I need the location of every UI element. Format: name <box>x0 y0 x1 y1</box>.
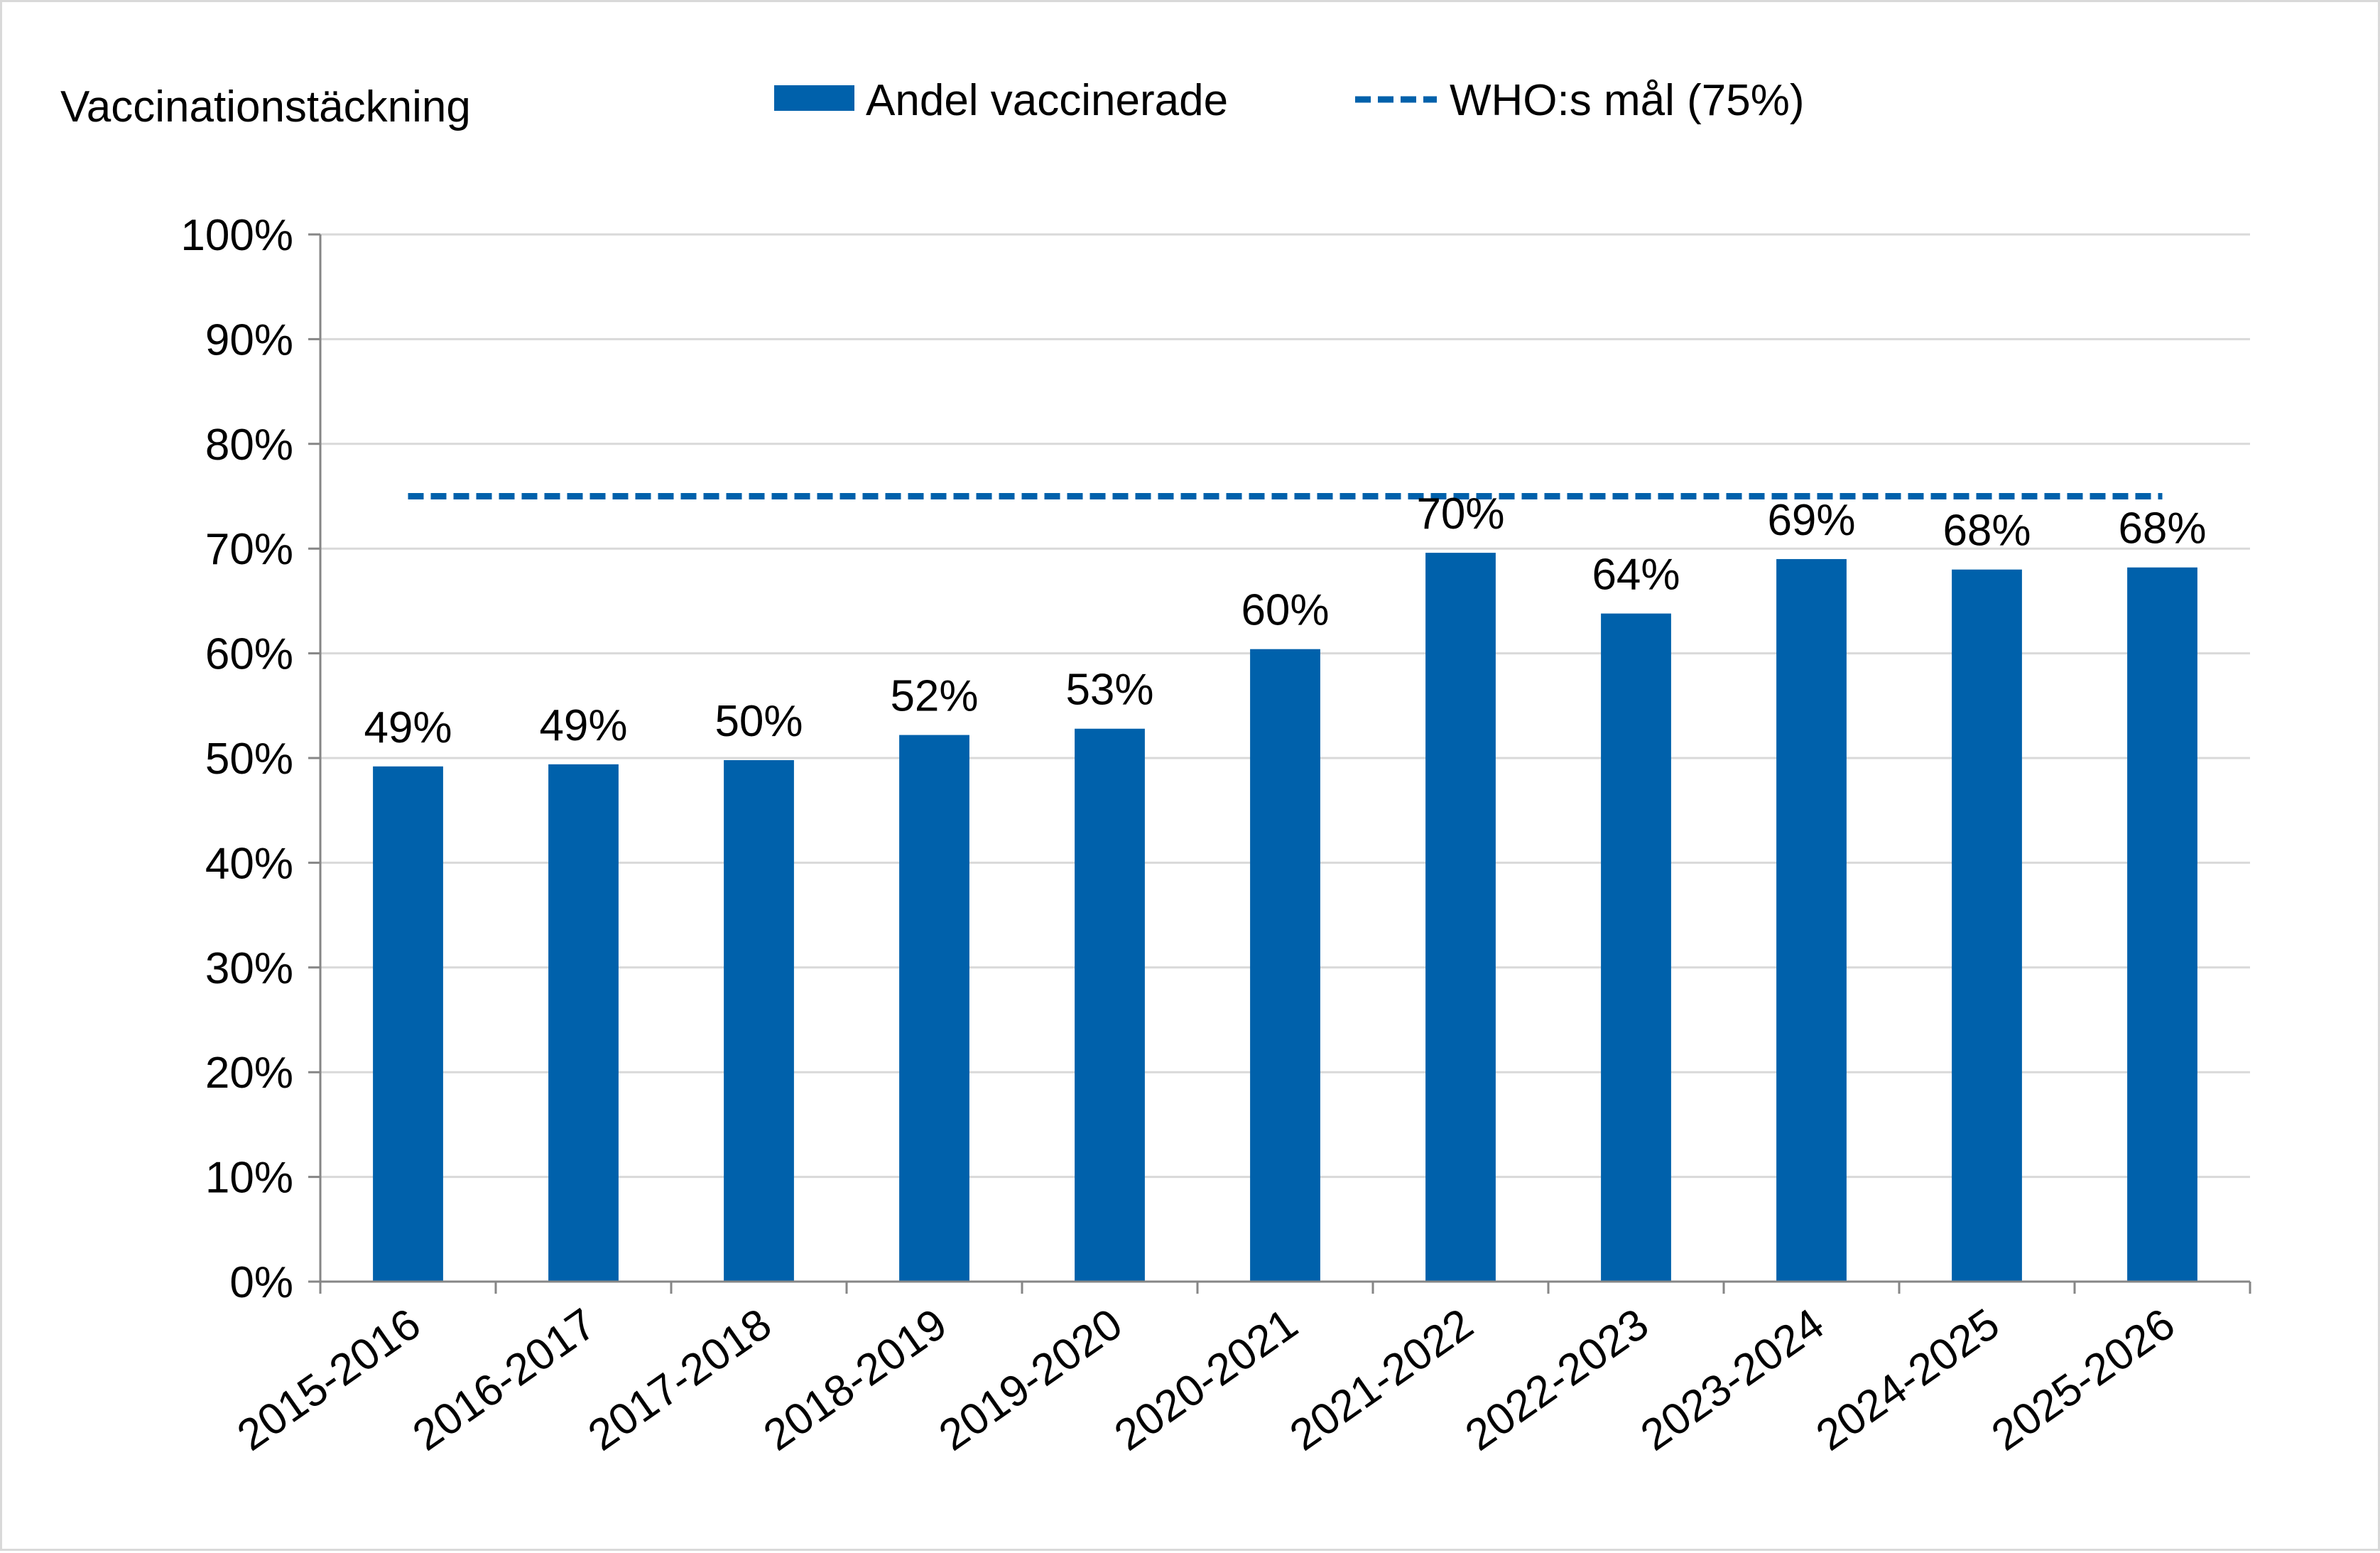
bar <box>1250 649 1320 1282</box>
data-label: 52% <box>890 672 978 721</box>
data-labels: 49% 49% 50% 52% 53% 60% 70% 64% 69% 68% 68% <box>364 489 2206 752</box>
x-tick-label: 2018-2019 <box>755 1299 955 1461</box>
bar <box>548 764 619 1282</box>
y-tick-label: 90% <box>205 315 293 364</box>
y-axis-title: Vaccinationstäckning <box>60 82 471 131</box>
x-tick-label: 2019-2020 <box>930 1299 1131 1461</box>
bar <box>1952 569 2022 1282</box>
data-label: 49% <box>539 701 627 750</box>
y-tick-label: 10% <box>205 1154 293 1203</box>
x-tick-label: 2020-2021 <box>1106 1299 1306 1461</box>
bars <box>373 553 2197 1282</box>
y-tick-label: 50% <box>205 735 293 784</box>
x-tick-labels: 2015-20162016-20172017-20182018-20192019… <box>229 1299 2183 1461</box>
y-tick-label: 0% <box>229 1258 293 1307</box>
data-label: 53% <box>1065 666 1153 715</box>
x-tick-label: 2022-2023 <box>1457 1299 1657 1461</box>
x-tick-label: 2017-2018 <box>580 1299 780 1461</box>
y-tick-label: 30% <box>205 944 293 993</box>
bar <box>724 759 794 1282</box>
x-tick-label: 2021-2022 <box>1281 1299 1482 1461</box>
x-tick-label: 2015-2016 <box>229 1299 429 1461</box>
bar <box>1601 613 1671 1282</box>
y-tick-labels: 0% 10% 20% 30% 40% 50% 60% 70% 80% 90% 100% <box>180 211 293 1307</box>
bar <box>899 735 969 1282</box>
data-label: 49% <box>364 703 452 752</box>
legend-label-reference-line: WHO:s mål (75%) <box>1450 76 1804 125</box>
legend: Andel vaccinerade WHO:s mål (75%) <box>774 76 1804 125</box>
y-tick-label: 100% <box>180 211 293 260</box>
x-tick-label: 2024-2025 <box>1808 1299 2008 1461</box>
y-tick-label: 40% <box>205 839 293 888</box>
legend-label-bar: Andel vaccinerade <box>866 76 1228 125</box>
bar <box>1075 728 1145 1282</box>
x-tick-label: 2025-2026 <box>1983 1299 2183 1461</box>
y-tick-label: 80% <box>205 421 293 470</box>
data-label: 64% <box>1592 551 1680 600</box>
legend-swatch-bar <box>774 85 854 111</box>
y-tick-label: 60% <box>205 630 293 679</box>
bar <box>1425 553 1496 1282</box>
data-label: 68% <box>1942 507 2031 556</box>
data-label: 69% <box>1767 496 1855 545</box>
axes <box>308 233 2251 1294</box>
data-label: 68% <box>2118 504 2206 553</box>
x-tick-label: 2016-2017 <box>404 1299 604 1461</box>
y-tick-label: 70% <box>205 525 293 574</box>
bar <box>1776 558 1847 1282</box>
bar <box>2127 567 2197 1282</box>
y-tick-label: 20% <box>205 1049 293 1098</box>
bar <box>373 766 443 1282</box>
data-label: 60% <box>1241 586 1329 635</box>
data-label: 50% <box>714 697 803 746</box>
x-tick-label: 2023-2024 <box>1632 1299 1832 1461</box>
data-label: 70% <box>1416 489 1504 539</box>
